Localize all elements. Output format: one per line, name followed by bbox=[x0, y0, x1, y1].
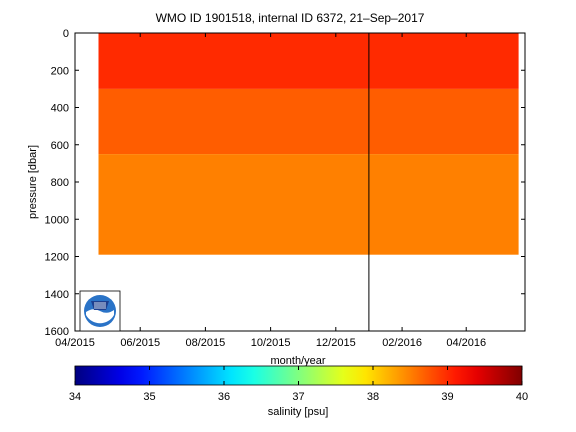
y-tick-label: 600 bbox=[51, 140, 69, 152]
y-tick-label: 0 bbox=[63, 28, 69, 40]
y-axis: 0 200 400 600 800 1000 1200 1400 1600 bbox=[45, 28, 525, 338]
colorbar-label: salinity [psu] bbox=[268, 406, 329, 418]
y-tick-label: 400 bbox=[51, 103, 69, 115]
colorbar-tick-label: 35 bbox=[143, 391, 155, 403]
y-tick-label: 1200 bbox=[45, 252, 69, 264]
x-tick-label: 02/2016 bbox=[382, 337, 422, 349]
salinity-band bbox=[98, 154, 519, 255]
colorbar-tick-label: 38 bbox=[367, 391, 379, 403]
x-axis: 04/2015 06/2015 08/2015 10/2015 12/2015 02/20… bbox=[55, 33, 486, 349]
plot-area: 04/2015 06/2015 08/2015 10/2015 12/2015 02/20… bbox=[45, 28, 526, 349]
colorbar-ticks: 34 35 36 37 38 39 40 bbox=[69, 366, 528, 403]
colorbar-tick-label: 37 bbox=[292, 391, 304, 403]
x-tick-label: 10/2015 bbox=[251, 337, 291, 349]
salinity-band bbox=[98, 88, 519, 155]
x-tick-label: 12/2015 bbox=[316, 337, 356, 349]
salinity-band bbox=[98, 33, 519, 89]
x-tick-label: 04/2016 bbox=[446, 337, 486, 349]
y-tick-label: 800 bbox=[51, 177, 69, 189]
y-axis-label: pressure [dbar] bbox=[27, 145, 39, 219]
x-axis-label: month/year bbox=[270, 355, 325, 367]
x-tick-label: 04/2015 bbox=[55, 337, 95, 349]
chart-title: WMO ID 1901518, internal ID 6372, 21–Sep… bbox=[156, 11, 425, 25]
colorbar-tick-label: 40 bbox=[516, 391, 528, 403]
x-tick-label: 08/2015 bbox=[186, 337, 226, 349]
y-tick-label: 1600 bbox=[45, 326, 69, 338]
colorbar-tick-label: 36 bbox=[218, 391, 230, 403]
colorbar-tick-label: 34 bbox=[69, 391, 81, 403]
y-tick-label: 1000 bbox=[45, 214, 69, 226]
noaa-logo bbox=[79, 290, 121, 332]
y-tick-label: 200 bbox=[51, 65, 69, 77]
y-tick-label: 1400 bbox=[45, 289, 69, 301]
salinity-field bbox=[98, 33, 519, 255]
x-tick-label: 06/2015 bbox=[120, 337, 160, 349]
colorbar-tick-label: 39 bbox=[441, 391, 453, 403]
